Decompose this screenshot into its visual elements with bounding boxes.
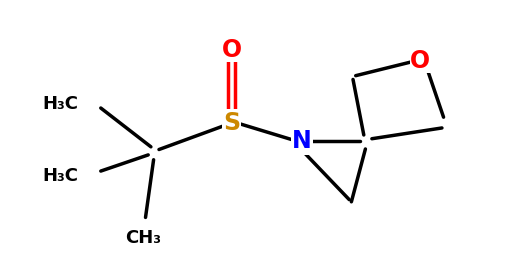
Text: H₃C: H₃C: [42, 167, 78, 186]
Text: H₃C: H₃C: [42, 95, 78, 113]
Text: CH₃: CH₃: [125, 229, 161, 247]
Text: N: N: [292, 129, 312, 153]
Text: O: O: [410, 49, 431, 73]
Text: S: S: [223, 111, 240, 135]
Text: O: O: [222, 38, 242, 62]
